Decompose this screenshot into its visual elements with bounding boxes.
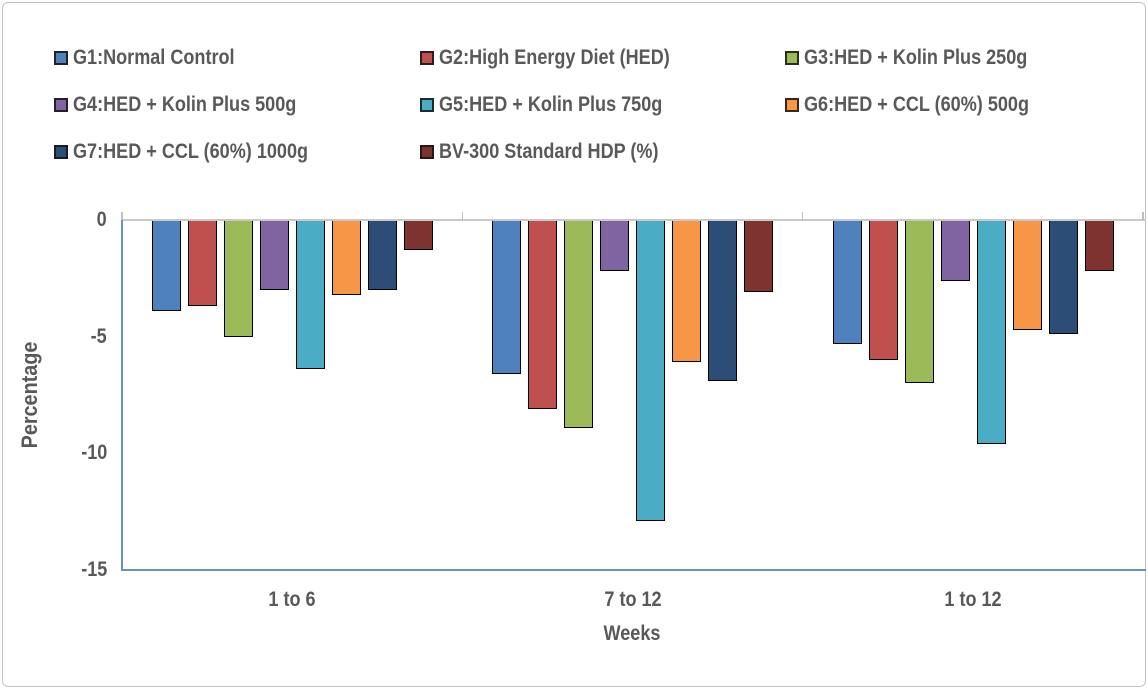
- legend-item: G5:HED + Kolin Plus 750g: [420, 93, 699, 116]
- y-tick-label: -15: [37, 557, 107, 583]
- legend-swatch-icon: [54, 98, 68, 112]
- bar: [404, 221, 433, 251]
- legend-label: BV-300 Standard HDP (%): [439, 140, 659, 163]
- axis-tick: [1142, 212, 1144, 220]
- x-category-text: 7 to 12: [603, 588, 662, 611]
- legend-item: BV-300 Standard HDP (%): [420, 140, 694, 163]
- legend-swatch-icon: [54, 51, 68, 65]
- bar: [332, 221, 361, 295]
- legend-swatch-icon: [785, 51, 799, 65]
- bar: [296, 221, 325, 370]
- y-tick-label: -5: [37, 324, 107, 350]
- legend-swatch-icon: [785, 98, 799, 112]
- bar: [672, 221, 702, 363]
- bar: [564, 221, 594, 428]
- bar: [976, 221, 1006, 444]
- bar: [188, 221, 217, 307]
- bar: [940, 221, 970, 281]
- legend-label: G7:HED + CCL (60%) 1000g: [73, 140, 309, 163]
- legend-label: G4:HED + Kolin Plus 500g: [73, 93, 297, 116]
- legend-item: G4:HED + Kolin Plus 500g: [54, 93, 333, 116]
- y-axis-line: [121, 219, 123, 571]
- legend-item: G1:Normal Control: [54, 46, 261, 69]
- legend-label: G5:HED + Kolin Plus 750g: [439, 93, 663, 116]
- bar: [368, 221, 397, 290]
- legend-item: G3:HED + Kolin Plus 250g: [785, 46, 1064, 69]
- bar: [224, 221, 253, 337]
- legend-swatch-icon: [420, 51, 434, 65]
- x-axis-title: Weeks: [599, 622, 665, 646]
- bar: [904, 221, 934, 384]
- legend-swatch-icon: [54, 145, 68, 159]
- x-axis-title-text: Weeks: [603, 622, 661, 645]
- bar: [260, 221, 289, 290]
- y-tick-text: -15: [80, 558, 107, 581]
- axis-tick: [801, 212, 804, 220]
- legend-label: G2:High Energy Diet (HED): [439, 46, 670, 69]
- legend-item: G7:HED + CCL (60%) 1000g: [54, 140, 346, 163]
- bar: [600, 221, 630, 272]
- bar: [1084, 221, 1114, 272]
- bar: [1012, 221, 1042, 330]
- bar: [636, 221, 666, 521]
- y-axis-title: Percentage: [17, 342, 43, 449]
- legend-swatch-icon: [420, 98, 434, 112]
- bar: [868, 221, 898, 360]
- axis-tick: [461, 212, 464, 220]
- legend-label: G3:HED + Kolin Plus 250g: [804, 46, 1028, 69]
- y-axis-title-text: Percentage: [17, 341, 42, 449]
- x-category-label: 1 to 12: [940, 588, 1007, 612]
- legend-label: G1:Normal Control: [73, 46, 235, 69]
- x-category-label: 7 to 12: [599, 588, 666, 612]
- y-tick-text: -10: [80, 441, 107, 465]
- y-tick-label: 0: [37, 207, 107, 233]
- legend-label: G6:HED + CCL (60%) 500g: [804, 93, 1029, 116]
- bar: [744, 221, 774, 293]
- bar: [832, 221, 862, 344]
- x-category-label: 1 to 6: [265, 588, 320, 612]
- x-category-text: 1 to 6: [268, 588, 316, 611]
- y-tick-label: -10: [37, 440, 107, 466]
- bar: [492, 221, 522, 374]
- bar: [528, 221, 558, 409]
- zero-gridline: [122, 219, 1146, 221]
- x-axis-line: [121, 569, 1146, 571]
- y-tick-text: 0: [96, 208, 107, 231]
- legend-item: G2:High Energy Diet (HED): [420, 46, 707, 69]
- x-category-text: 1 to 12: [944, 588, 1002, 611]
- bar: [152, 221, 181, 311]
- axis-tick: [121, 212, 123, 220]
- legend-swatch-icon: [420, 145, 434, 159]
- y-tick-text: -5: [90, 324, 107, 348]
- legend-item: G6:HED + CCL (60%) 500g: [785, 93, 1066, 116]
- bar: [708, 221, 738, 381]
- bar: [1048, 221, 1078, 335]
